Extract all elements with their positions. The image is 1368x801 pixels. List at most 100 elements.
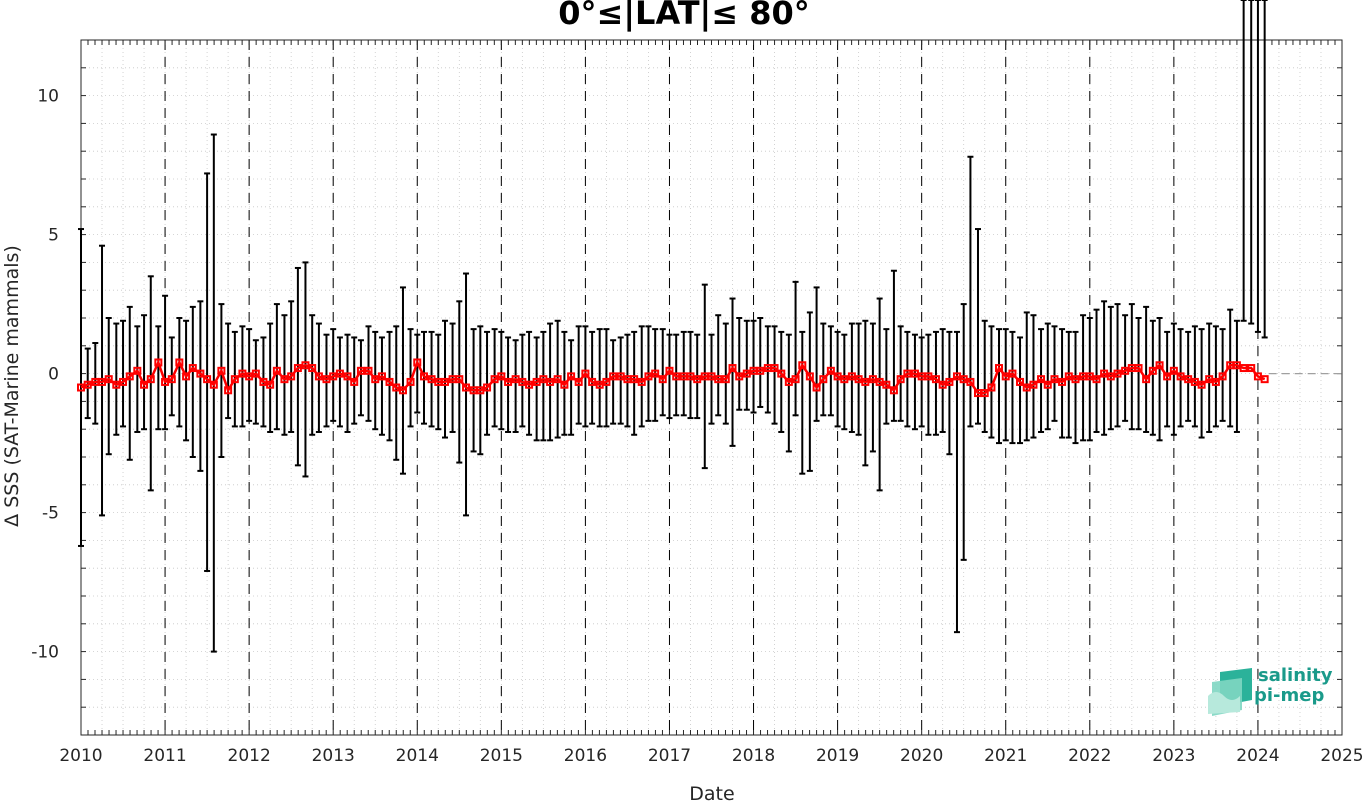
mean-marker [217, 366, 226, 375]
mean-marker [188, 364, 197, 373]
mean-series [77, 358, 1342, 398]
mean-marker [377, 372, 386, 381]
mean-marker [83, 380, 92, 389]
mean-marker [314, 372, 323, 381]
mean-marker [125, 372, 134, 381]
y-tick-label: -5 [42, 504, 59, 524]
error-bars [78, 0, 1268, 653]
mean-marker [406, 377, 415, 386]
mean-marker [1037, 375, 1046, 384]
axes-frame [80, 39, 1343, 736]
mean-marker [398, 386, 407, 395]
x-tick-label: 2018 [732, 746, 775, 766]
x-tick-label: 2012 [228, 746, 271, 766]
mean-marker [588, 377, 597, 386]
mean-marker [1016, 377, 1025, 386]
mean-marker [714, 375, 723, 384]
mean-marker [272, 366, 281, 375]
mean-marker [287, 372, 296, 381]
x-tick-label: 2014 [396, 746, 439, 766]
mean-marker [203, 375, 212, 384]
mean-marker [1260, 375, 1269, 384]
mean-marker [756, 366, 765, 375]
mean-marker [581, 369, 590, 378]
mean-marker [931, 375, 940, 384]
mean-marker [441, 377, 450, 386]
mean-marker [1071, 375, 1080, 384]
mean-marker [553, 375, 562, 384]
mean-marker [1043, 380, 1052, 389]
mean-marker [630, 375, 639, 384]
mean-marker [1247, 364, 1256, 373]
mean-marker [672, 372, 681, 381]
mean-marker [167, 375, 176, 384]
y-tick-label: 10 [37, 87, 59, 107]
mean-marker [735, 372, 744, 381]
mean-marker [251, 369, 260, 378]
mean-marker [1113, 369, 1122, 378]
mean-marker [602, 377, 611, 386]
mean-marker [1176, 372, 1185, 381]
salinity-pi-mep-logo: salinity pi-mep [1206, 666, 1341, 716]
mean-marker [721, 375, 730, 384]
mean-marker [1142, 375, 1151, 384]
mean-marker [966, 377, 975, 386]
mean-marker [209, 380, 218, 389]
mean-marker [1218, 372, 1227, 381]
mean-marker [980, 389, 989, 398]
mean-marker [777, 369, 786, 378]
mean-marker [224, 386, 233, 395]
mean-marker [1169, 366, 1178, 375]
y-tick-label: 0 [48, 365, 59, 385]
y-tick-label: 5 [48, 226, 59, 246]
x-tick-label: 2011 [143, 746, 186, 766]
mean-marker [230, 375, 239, 384]
mean-marker [266, 380, 275, 389]
mean-marker [175, 358, 184, 367]
mean-marker [1211, 377, 1220, 386]
mean-marker [546, 377, 555, 386]
mean-marker [770, 364, 779, 373]
mean-marker [805, 372, 814, 381]
mean-marker [945, 377, 954, 386]
mean-marker [882, 380, 891, 389]
mean-marker [504, 377, 513, 386]
mean-marker [840, 375, 849, 384]
mean-marker [560, 380, 569, 389]
mean-marker [609, 372, 618, 381]
mean-marker [154, 358, 163, 367]
mean-marker [1163, 372, 1172, 381]
mean-marker [1148, 366, 1157, 375]
mean-marker [903, 369, 912, 378]
chart-title: 0°≤|LAT|≤ 80° [558, 0, 810, 32]
mean-marker [861, 377, 870, 386]
mean-marker [574, 377, 583, 386]
mean-marker [356, 366, 365, 375]
x-tick-label: 2025 [1320, 746, 1363, 766]
mean-marker [182, 372, 191, 381]
x-tick-label: 2015 [480, 746, 523, 766]
mean-marker [364, 366, 373, 375]
logo-text-pi-mep: pi-mep [1254, 685, 1325, 706]
mean-marker [196, 369, 205, 378]
mean-marker [819, 375, 828, 384]
mean-marker [791, 375, 800, 384]
mean-marker [308, 364, 317, 373]
mean-marker [1029, 380, 1038, 389]
mean-marker [812, 383, 821, 392]
mean-marker [693, 375, 702, 384]
mean-marker [455, 375, 464, 384]
x-tick-label: 2024 [1236, 746, 1279, 766]
mean-marker [1197, 380, 1206, 389]
mean-marker [1239, 364, 1248, 373]
mean-marker [987, 383, 996, 392]
mean-marker [497, 372, 506, 381]
mean-marker [419, 372, 428, 381]
mean-marker [133, 366, 142, 375]
mean-marker [798, 361, 807, 370]
mean-marker [1008, 369, 1017, 378]
x-tick-label: 2010 [59, 746, 102, 766]
mean-marker [525, 380, 534, 389]
mean-marker [826, 366, 835, 375]
